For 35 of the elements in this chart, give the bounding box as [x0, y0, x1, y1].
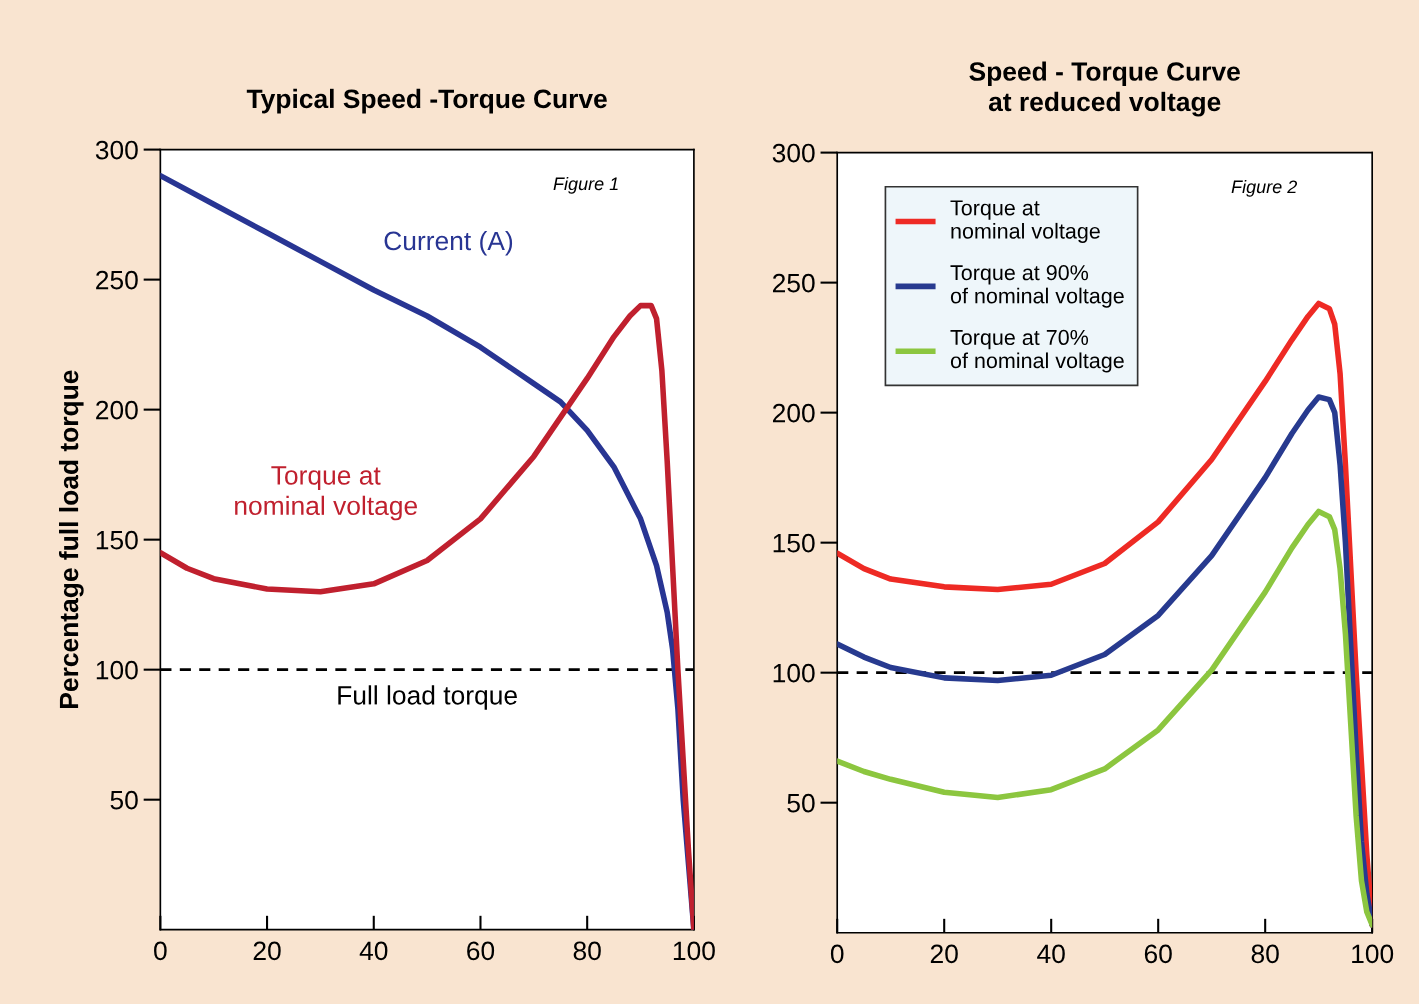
y-tick-label: 300 — [772, 143, 815, 163]
series-label: Current (A) — [384, 230, 513, 256]
y-tick-label: 50 — [110, 790, 138, 810]
y-tick-label: 250 — [772, 273, 815, 293]
y-axis-title: Percentage full load torque — [58, 370, 84, 708]
y-tick-label: 150 — [773, 533, 815, 553]
x-tick-label: 40 — [1037, 944, 1065, 964]
y-tick-label: 300 — [95, 140, 138, 160]
annotation: Figure 1 — [553, 176, 618, 194]
x-tick-label: 20 — [253, 941, 281, 961]
x-tick-label: 80 — [573, 941, 601, 961]
y-tick-label: 100 — [773, 663, 815, 683]
y-tick-label: 50 — [787, 793, 815, 813]
x-tick-label: 40 — [359, 941, 388, 961]
x-tick-label: 60 — [1144, 944, 1172, 964]
y-tick-label: 200 — [96, 400, 138, 420]
y-tick-label: 200 — [772, 403, 815, 423]
ref-line-label: Full load torque — [338, 685, 517, 710]
legend-label: Torque at nominal voltage — [950, 200, 1100, 243]
x-tick-label: 60 — [467, 941, 495, 961]
legend-label: Torque at 70% of nominal voltage — [950, 329, 1124, 373]
x-tick-label: 80 — [1251, 944, 1279, 964]
series-label: Torque at nominal voltage — [235, 466, 417, 521]
chart-title: Speed - Torque Curve at reduced voltage — [969, 61, 1240, 117]
x-tick-label: 0 — [830, 944, 844, 964]
legend-label: Torque at 90% of nominal voltage — [950, 265, 1124, 308]
x-tick-label: 100 — [673, 941, 715, 961]
annotation: Figure 2 — [1231, 179, 1298, 197]
x-tick-label: 100 — [1352, 944, 1394, 964]
x-tick-label: 20 — [930, 944, 958, 964]
y-tick-label: 250 — [96, 270, 138, 290]
x-tick-label: 0 — [154, 941, 167, 961]
chart-title: Typical Speed -Torque Curve — [246, 88, 607, 114]
y-tick-label: 150 — [96, 530, 138, 550]
y-tick-label: 100 — [96, 660, 138, 680]
